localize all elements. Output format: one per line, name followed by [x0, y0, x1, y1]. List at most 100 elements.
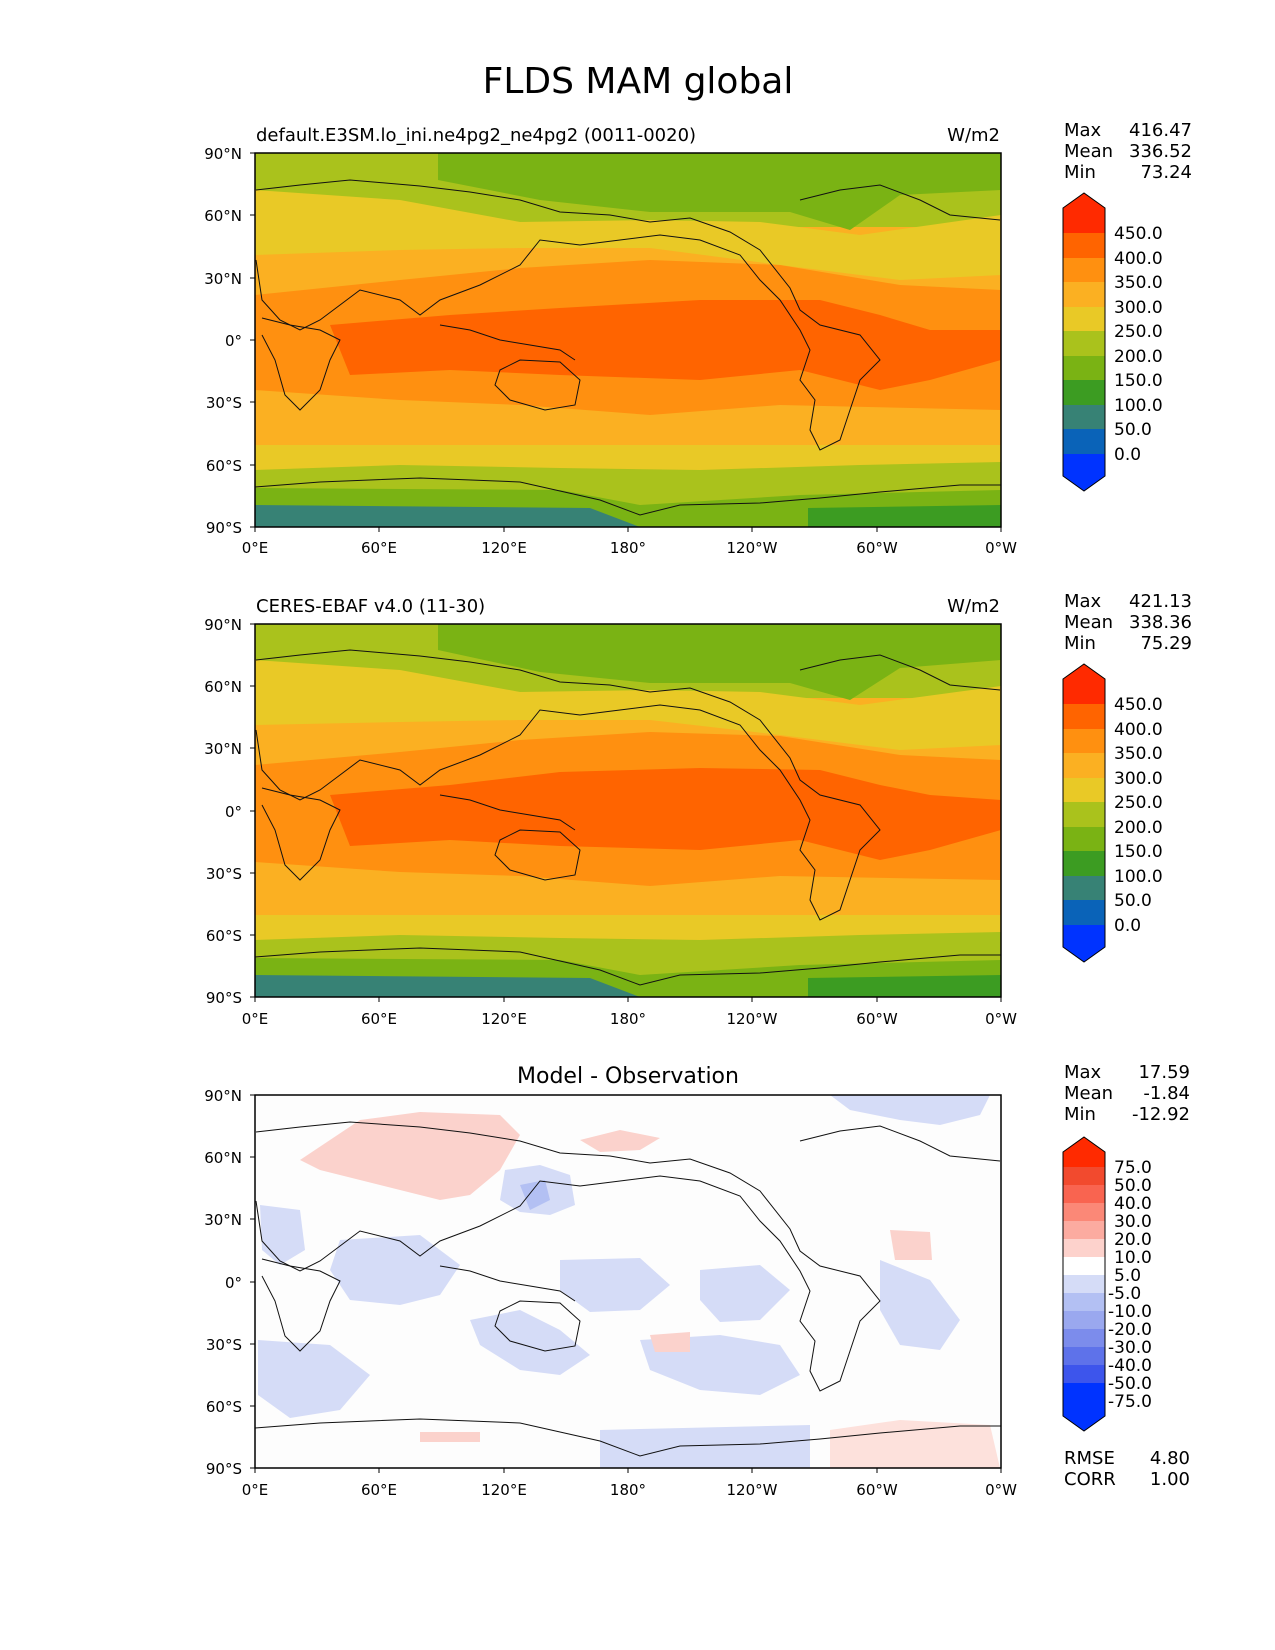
lon-tick-label: 180° — [610, 1010, 646, 1028]
panel-units-label: W/m2 — [947, 125, 1000, 146]
lon-tick-label: 0°W — [985, 1481, 1017, 1499]
colorbar-label: 75.0 — [1114, 1158, 1152, 1178]
colorbar-label: 300.0 — [1114, 769, 1163, 789]
lon-tick-label: 120°W — [727, 1481, 778, 1499]
lat-tick-label: 60°N — [204, 1149, 242, 1167]
colorbar-label: 250.0 — [1114, 322, 1163, 342]
lon-axis: 0°E 60°E 120°E 180° 120°W 60°W 0°W — [242, 997, 1017, 1028]
lon-tick-label: 60°E — [361, 1481, 397, 1499]
colorbar-label: -10.0 — [1108, 1302, 1152, 1322]
lat-tick-label: 60°N — [204, 207, 242, 225]
panel-model: default.E3SM.lo_ini.ne4pg2_ne4pg2 (0011-… — [204, 120, 1192, 557]
panel-observation: CERES-EBAF v4.0 (11-30) W/m2 90°N 60°N — [204, 591, 1192, 1028]
lat-axis: 90°N 60°N 30°N 0° 30°S 60°S 90°S — [204, 1087, 255, 1478]
map-field — [255, 1095, 1001, 1468]
lon-tick-label: 60°W — [856, 539, 898, 557]
lat-tick-label: 90°N — [204, 1087, 242, 1105]
metrics-block: RMSE 4.80 CORR 1.00 — [1064, 1448, 1190, 1490]
colorbar-label: 0.0 — [1114, 445, 1141, 465]
colorbar-label: 50.0 — [1114, 420, 1152, 440]
colorbar-label: 5.0 — [1114, 1266, 1141, 1286]
colorbar-label: 200.0 — [1114, 818, 1163, 838]
colorbar-label: 400.0 — [1114, 249, 1163, 269]
stat-label: Min — [1064, 162, 1096, 183]
colorbar-label: -75.0 — [1108, 1392, 1152, 1412]
lon-tick-label: 120°E — [481, 1010, 527, 1028]
stat-label: Min — [1064, 633, 1096, 654]
panel-center-label: Model - Observation — [517, 1064, 739, 1089]
colorbar-label: 150.0 — [1114, 842, 1163, 862]
lat-tick-label: 30°N — [204, 740, 242, 758]
lat-tick-label: 90°S — [206, 989, 242, 1007]
metric-label: RMSE — [1064, 1448, 1115, 1469]
map-field — [255, 153, 1001, 527]
stat-value: -1.84 — [1143, 1083, 1190, 1104]
lat-tick-label: 30°N — [204, 270, 242, 288]
lat-tick-label: 90°S — [206, 519, 242, 537]
lon-axis: 0°E 60°E 120°E 180° 120°W 60°W 0°W — [242, 527, 1017, 557]
lat-tick-label: 30°N — [204, 1211, 242, 1229]
stat-value: 416.47 — [1129, 120, 1192, 141]
lat-tick-label: 0° — [225, 1274, 242, 1292]
lat-tick-label: 90°S — [206, 1460, 242, 1478]
lon-axis: 0°E 60°E 120°E 180° 120°W 60°W 0°W — [242, 1468, 1017, 1499]
lat-tick-label: 60°S — [206, 927, 242, 945]
lon-tick-label: 0°W — [985, 539, 1017, 557]
stat-value: 338.36 — [1129, 612, 1192, 633]
colorbar-label: 300.0 — [1114, 298, 1163, 318]
metric-label: CORR — [1064, 1469, 1116, 1490]
colorbar-label: 50.0 — [1114, 1176, 1152, 1196]
lat-axis: 90°N 60°N 30°N 0° 30°S 60°S 90°S — [204, 616, 255, 1007]
lon-tick-label: 120°W — [727, 539, 778, 557]
lon-tick-label: 60°W — [856, 1481, 898, 1499]
lon-tick-label: 60°E — [361, 1010, 397, 1028]
lon-tick-label: 60°E — [361, 539, 397, 557]
colorbar-label: 30.0 — [1114, 1212, 1152, 1232]
colorbar-label: -50.0 — [1108, 1374, 1152, 1394]
colorbar-label: 200.0 — [1114, 347, 1163, 367]
stat-label: Mean — [1064, 141, 1113, 162]
stats-block: Max 17.59 Mean -1.84 Min -12.92 — [1064, 1062, 1190, 1125]
stat-value: 73.24 — [1140, 162, 1192, 183]
lat-tick-label: 30°S — [206, 865, 242, 883]
stat-label: Max — [1064, 591, 1102, 612]
colorbar-label: -20.0 — [1108, 1320, 1152, 1340]
lon-tick-label: 120°E — [481, 539, 527, 557]
stat-label: Min — [1064, 1104, 1096, 1125]
lon-tick-label: 0°E — [242, 1010, 269, 1028]
colorbar: 75.0 50.0 40.0 30.0 20.0 10.0 5.0 -5.0 -… — [1062, 1136, 1152, 1432]
lat-tick-label: 60°S — [206, 1398, 242, 1416]
lon-tick-label: 0°E — [242, 539, 269, 557]
lon-tick-label: 180° — [610, 1481, 646, 1499]
lat-tick-label: 0° — [225, 803, 242, 821]
colorbar: 450.0 400.0 350.0 300.0 250.0 200.0 150.… — [1062, 663, 1163, 963]
stat-label: Max — [1064, 1062, 1102, 1083]
lat-tick-label: 30°S — [206, 1336, 242, 1354]
colorbar-label: 0.0 — [1114, 916, 1141, 936]
panel-left-label: CERES-EBAF v4.0 (11-30) — [256, 596, 485, 617]
colorbar-label: 400.0 — [1114, 720, 1163, 740]
lat-tick-label: 90°N — [204, 145, 242, 163]
lat-tick-label: 90°N — [204, 616, 242, 634]
stat-label: Mean — [1064, 1083, 1113, 1104]
colorbar-label: 350.0 — [1114, 744, 1163, 764]
colorbar-label: 150.0 — [1114, 371, 1163, 391]
lat-tick-label: 0° — [225, 332, 242, 350]
stats-block: Max 416.47 Mean 336.52 Min 73.24 — [1064, 120, 1192, 183]
colorbar-label: 20.0 — [1114, 1230, 1152, 1250]
stat-value: 421.13 — [1129, 591, 1192, 612]
lat-tick-label: 60°S — [206, 457, 242, 475]
panel-left-label: default.E3SM.lo_ini.ne4pg2_ne4pg2 (0011-… — [256, 125, 696, 146]
lon-tick-label: 180° — [610, 539, 646, 557]
stat-value: 336.52 — [1129, 141, 1192, 162]
lon-tick-label: 120°W — [727, 1010, 778, 1028]
colorbar-label: 350.0 — [1114, 273, 1163, 293]
map-field — [255, 624, 1001, 997]
lat-axis: 90°N 60°N 30°N 0° 30°S 60°S 90°S — [204, 145, 255, 537]
panel-difference: Model - Observation — [204, 1062, 1190, 1499]
stat-label: Mean — [1064, 612, 1113, 633]
panel-units-label: W/m2 — [947, 596, 1000, 617]
colorbar-label: 40.0 — [1114, 1194, 1152, 1214]
stat-label: Max — [1064, 120, 1102, 141]
lat-tick-label: 60°N — [204, 678, 242, 696]
